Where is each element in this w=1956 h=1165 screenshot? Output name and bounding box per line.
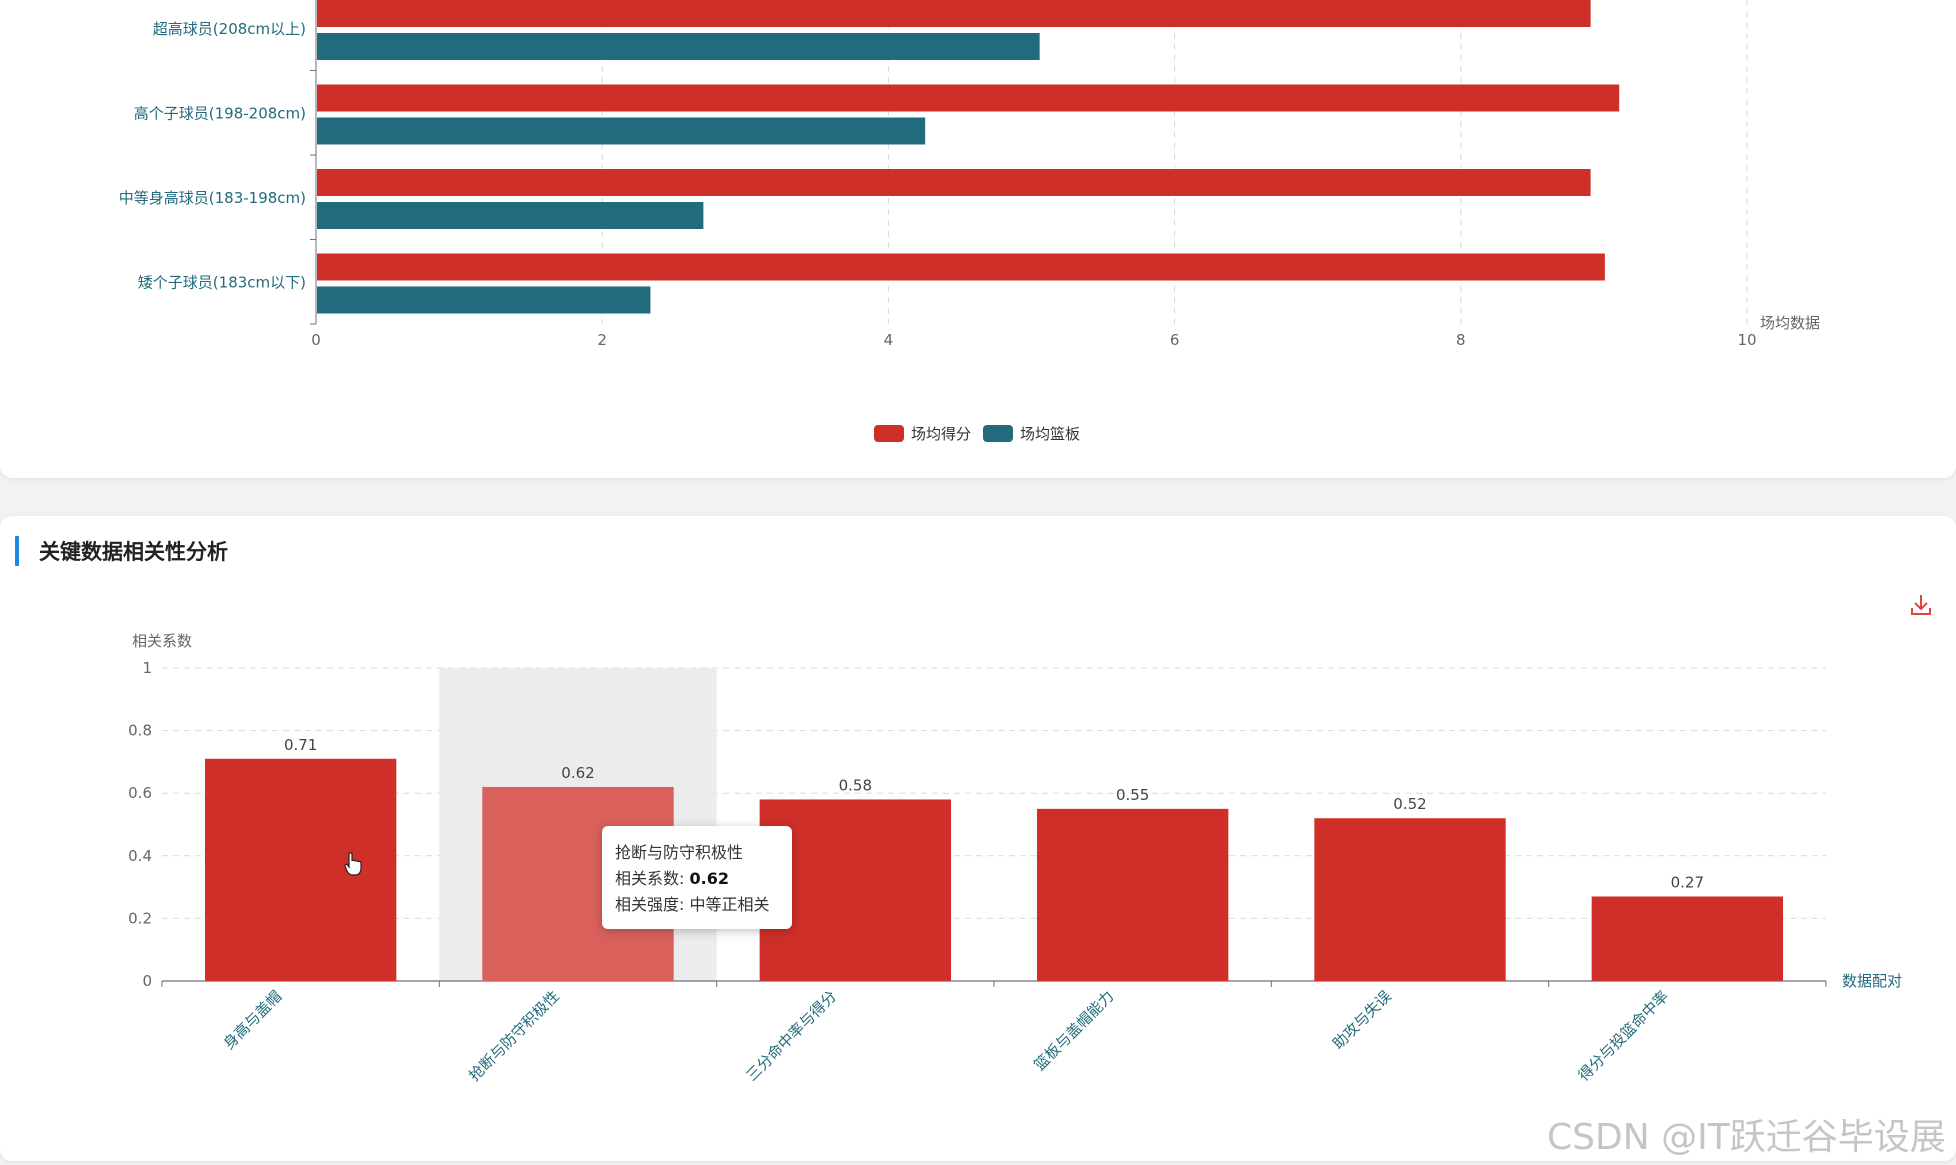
tooltip-title: 抢断与防守积极性 — [615, 843, 744, 862]
correlation-chart: 00.20.40.60.81相关系数数据配对0.71身高与盖帽0.62抢断与防守… — [128, 632, 1902, 1085]
x-category-label: 抢断与防守积极性 — [465, 987, 563, 1085]
legend-swatch — [983, 425, 1013, 442]
tooltip-coef-label: 相关系数: — [615, 869, 685, 888]
bar-points — [317, 169, 1591, 196]
x-category-label: 得分与投篮命中率 — [1575, 987, 1673, 1085]
y-tick-label: 0 — [142, 972, 152, 990]
correlation-bar — [204, 758, 397, 981]
top-chart-card — [0, 0, 1956, 478]
x-category-label: 助攻与失误 — [1329, 987, 1395, 1053]
x-tick-label: 6 — [1170, 331, 1180, 349]
y-axis-title: 相关系数 — [132, 632, 192, 650]
y-category-label: 中等身高球员(183-198cm) — [119, 189, 306, 207]
x-tick-label: 2 — [597, 331, 607, 349]
tooltip-coef-row: 相关系数: 0.62 — [615, 866, 779, 892]
y-category-label: 矮个子球员(183cm以下) — [138, 274, 306, 292]
bar-value-label: 0.52 — [1393, 795, 1426, 813]
x-tick-label: 8 — [1456, 331, 1466, 349]
tooltip-strength-value: 中等正相关 — [689, 895, 770, 914]
correlation-bar — [1314, 818, 1506, 981]
tooltip-coef-value: 0.62 — [689, 869, 729, 888]
y-tick-label: 0.2 — [128, 909, 152, 927]
legend-swatch — [874, 425, 904, 442]
bar-value-label: 0.55 — [1116, 786, 1149, 804]
bar-value-label: 0.71 — [284, 736, 317, 754]
bar-points — [317, 0, 1591, 27]
y-category-label: 高个子球员(198-208cm) — [134, 105, 306, 123]
bar-points — [317, 84, 1620, 112]
correlation-bar — [1591, 896, 1784, 981]
section-title: 关键数据相关性分析 — [39, 540, 228, 564]
x-axis-title: 场均数据 — [1760, 314, 1820, 332]
x-tick-label: 4 — [884, 331, 894, 349]
x-tick-label: 0 — [311, 331, 321, 349]
bar-value-label: 0.62 — [561, 764, 594, 782]
y-tick-label: 0.4 — [128, 847, 152, 865]
bar-rebounds — [317, 117, 926, 145]
legend-label: 场均篮板 — [1020, 425, 1080, 443]
section-accent-bar — [15, 536, 19, 566]
bar-rebounds — [317, 202, 704, 229]
pointer-cursor-icon — [344, 852, 362, 876]
tooltip-strength-row: 相关强度: 中等正相关 — [615, 892, 779, 918]
chart-tooltip: 抢断与防守积极性 相关系数: 0.62 相关强度: 中等正相关 — [602, 826, 792, 929]
bar-rebounds — [317, 286, 651, 314]
correlation-bar — [1036, 808, 1229, 981]
y-category-label: 超高球员(208cm以上) — [153, 20, 306, 38]
legend-label: 场均得分 — [911, 425, 971, 443]
section-header: 关键数据相关性分析 — [15, 535, 228, 567]
watermark: CSDN @IT跃迁谷毕设展 — [1547, 1117, 1946, 1158]
bar-value-label: 0.27 — [1671, 873, 1704, 891]
x-tick-label: 10 — [1737, 331, 1756, 349]
x-axis-title: 数据配对 — [1842, 972, 1902, 990]
y-tick-label: 0.8 — [128, 722, 152, 740]
x-category-label: 篮板与盖帽能力 — [1031, 987, 1118, 1074]
y-tick-label: 0.6 — [128, 784, 152, 802]
bar-rebounds — [317, 33, 1040, 60]
x-category-label: 身高与盖帽 — [220, 987, 286, 1053]
tooltip-strength-label: 相关强度: — [615, 895, 685, 914]
x-category-label: 三分命中率与得分 — [743, 987, 841, 1085]
bar-value-label: 0.58 — [839, 776, 872, 794]
y-tick-label: 1 — [142, 659, 152, 677]
download-icon[interactable] — [1908, 592, 1934, 618]
bar-points — [317, 253, 1605, 281]
